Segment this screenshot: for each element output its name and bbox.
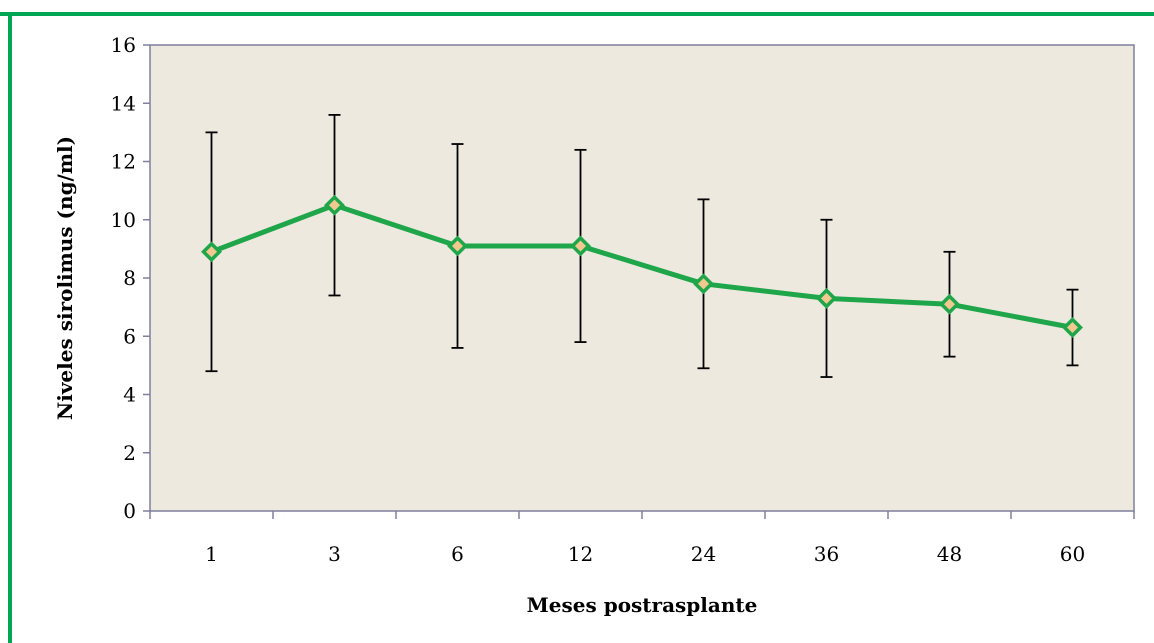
y-tick-label: 12 bbox=[111, 150, 136, 174]
y-tick-label: 14 bbox=[111, 91, 136, 115]
data-point bbox=[324, 194, 345, 216]
x-tick-label: 1 bbox=[205, 542, 218, 566]
y-tick-label: 6 bbox=[123, 324, 136, 348]
x-axis-ticks: 1 3 6 12 24 36 48 60 bbox=[149, 511, 1135, 566]
x-tick-label: 48 bbox=[937, 542, 962, 566]
y-tick-label: 10 bbox=[111, 208, 136, 232]
frame-top-border bbox=[0, 12, 1154, 16]
x-tick-label: 60 bbox=[1060, 542, 1085, 566]
data-point bbox=[201, 241, 222, 263]
frame-left-border bbox=[8, 12, 12, 643]
y-tick-label: 4 bbox=[123, 383, 136, 407]
x-tick-label: 12 bbox=[568, 542, 593, 566]
data-point bbox=[570, 235, 591, 257]
data-point bbox=[1062, 317, 1083, 338]
x-tick-label: 6 bbox=[451, 542, 464, 566]
data-point bbox=[447, 235, 468, 257]
data-point bbox=[693, 273, 714, 295]
x-tick-label: 36 bbox=[814, 542, 839, 566]
y-axis-title: Niveles sirolimus (ng/ml) bbox=[53, 136, 77, 420]
y-tick-label: 8 bbox=[123, 266, 136, 290]
y-axis-ticks: 0 2 4 6 8 10 12 14 16 bbox=[111, 33, 150, 523]
y-tick-label: 0 bbox=[123, 499, 136, 523]
data-point bbox=[816, 287, 837, 309]
x-axis-title: Meses postrasplante bbox=[527, 593, 758, 617]
series-line bbox=[210, 202, 1073, 330]
x-tick-label: 24 bbox=[691, 542, 716, 566]
plot-area bbox=[149, 44, 1135, 512]
x-tick-label: 3 bbox=[328, 542, 341, 566]
y-tick-label: 16 bbox=[111, 33, 136, 57]
data-point bbox=[939, 293, 960, 315]
y-tick-label: 2 bbox=[123, 441, 136, 465]
data-markers bbox=[201, 194, 1083, 338]
